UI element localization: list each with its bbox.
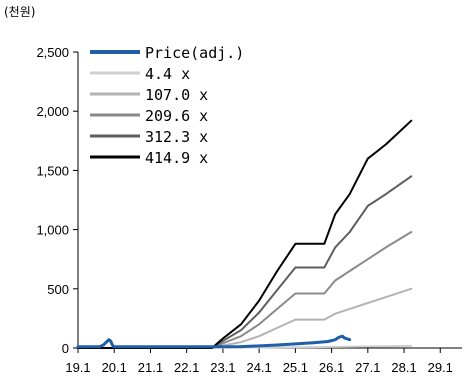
series-layer — [76, 119, 413, 349]
x-tick-label: 28.1 — [391, 360, 416, 375]
y-tick-label: 1,000 — [36, 223, 69, 238]
y-tick-label: 2,000 — [36, 104, 69, 119]
y-tick-label: 1,500 — [36, 163, 69, 178]
x-tick-label: 29.1 — [428, 360, 453, 375]
x-tick-label: 19.1 — [65, 360, 90, 375]
y-unit-label: (천원) — [4, 4, 35, 19]
series-line-3 — [77, 231, 413, 349]
y-tick-label: 2,500 — [36, 45, 69, 60]
x-tick-label: 24.1 — [246, 360, 271, 375]
x-tick-label: 25.1 — [283, 360, 308, 375]
legend-label-5: 414.9 x — [145, 149, 208, 167]
legend-label-2: 107.0 x — [145, 86, 208, 104]
legend-label-4: 312.3 x — [145, 128, 208, 146]
x-tick-label: 23.1 — [210, 360, 235, 375]
x-tick-label: 21.1 — [138, 360, 163, 375]
x-axis: 19.1 20.1 21.1 22.1 23.1 24.1 25.1 26.1 27.1 28.1… — [65, 347, 462, 375]
x-tick-label: 27.1 — [355, 360, 380, 375]
x-tick-label: 22.1 — [174, 360, 199, 375]
x-tick-label: 26.1 — [319, 360, 344, 375]
x-tick-label: 20.1 — [102, 360, 127, 375]
legend-label-0: Price(adj.) — [145, 44, 244, 62]
y-tick-label: 0 — [62, 341, 69, 356]
y-tick-label: 500 — [47, 282, 69, 297]
series-line-4 — [77, 175, 413, 349]
legend-label-3: 209.6 x — [145, 107, 208, 125]
legend-label-1: 4.4 x — [145, 65, 190, 83]
series-line-0 — [76, 334, 352, 349]
series-line-5 — [77, 119, 413, 349]
legend: Price(adj.) 4.4 x 107.0 x 209.6 x 312.3 x 414… — [90, 44, 244, 167]
y-axis: 0 500 1,000 1,500 2,000 2,500 — [36, 45, 79, 356]
